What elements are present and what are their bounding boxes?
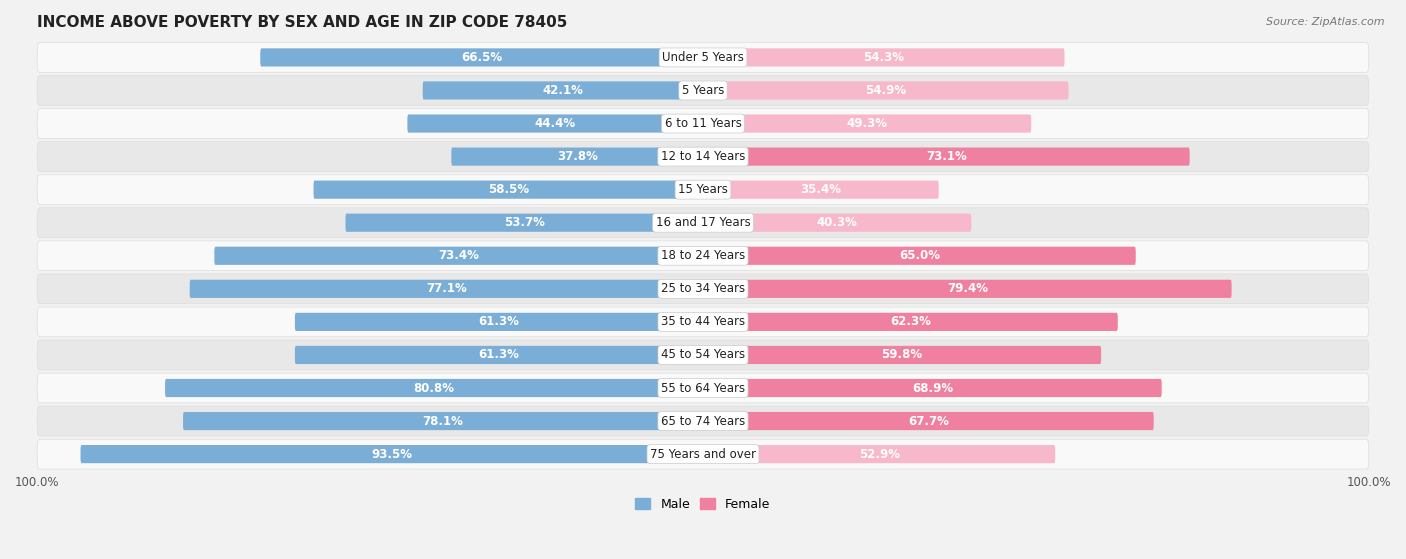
FancyBboxPatch shape — [703, 313, 1118, 331]
FancyBboxPatch shape — [346, 214, 703, 232]
Text: Under 5 Years: Under 5 Years — [662, 51, 744, 64]
FancyBboxPatch shape — [37, 175, 1369, 205]
Text: 77.1%: 77.1% — [426, 282, 467, 295]
FancyBboxPatch shape — [295, 346, 703, 364]
Legend: Male, Female: Male, Female — [630, 493, 776, 516]
Text: 44.4%: 44.4% — [534, 117, 576, 130]
Text: 73.1%: 73.1% — [927, 150, 967, 163]
FancyBboxPatch shape — [183, 412, 703, 430]
FancyBboxPatch shape — [37, 75, 1369, 105]
FancyBboxPatch shape — [37, 274, 1369, 304]
Text: 61.3%: 61.3% — [478, 315, 519, 328]
FancyBboxPatch shape — [703, 148, 1189, 165]
FancyBboxPatch shape — [703, 280, 1232, 298]
Text: Source: ZipAtlas.com: Source: ZipAtlas.com — [1267, 17, 1385, 27]
FancyBboxPatch shape — [80, 445, 703, 463]
Text: 12 to 14 Years: 12 to 14 Years — [661, 150, 745, 163]
FancyBboxPatch shape — [37, 142, 1369, 172]
Text: 65.0%: 65.0% — [898, 249, 939, 262]
FancyBboxPatch shape — [703, 247, 1136, 265]
FancyBboxPatch shape — [703, 82, 1069, 100]
FancyBboxPatch shape — [37, 340, 1369, 370]
Text: 80.8%: 80.8% — [413, 381, 454, 395]
Text: 54.3%: 54.3% — [863, 51, 904, 64]
FancyBboxPatch shape — [37, 406, 1369, 436]
Text: 93.5%: 93.5% — [371, 448, 412, 461]
FancyBboxPatch shape — [190, 280, 703, 298]
Text: 65 to 74 Years: 65 to 74 Years — [661, 415, 745, 428]
FancyBboxPatch shape — [260, 48, 703, 67]
FancyBboxPatch shape — [165, 379, 703, 397]
FancyBboxPatch shape — [703, 379, 1161, 397]
Text: 68.9%: 68.9% — [911, 381, 953, 395]
FancyBboxPatch shape — [703, 214, 972, 232]
Text: 55 to 64 Years: 55 to 64 Years — [661, 381, 745, 395]
Text: 40.3%: 40.3% — [817, 216, 858, 229]
Text: 25 to 34 Years: 25 to 34 Years — [661, 282, 745, 295]
Text: 79.4%: 79.4% — [946, 282, 988, 295]
Text: 54.9%: 54.9% — [865, 84, 907, 97]
FancyBboxPatch shape — [37, 307, 1369, 337]
FancyBboxPatch shape — [703, 346, 1101, 364]
Text: 78.1%: 78.1% — [423, 415, 464, 428]
Text: 35.4%: 35.4% — [800, 183, 841, 196]
Text: 58.5%: 58.5% — [488, 183, 529, 196]
FancyBboxPatch shape — [703, 181, 939, 199]
FancyBboxPatch shape — [37, 208, 1369, 238]
Text: 42.1%: 42.1% — [543, 84, 583, 97]
FancyBboxPatch shape — [703, 48, 1064, 67]
FancyBboxPatch shape — [37, 439, 1369, 469]
FancyBboxPatch shape — [451, 148, 703, 165]
Text: 62.3%: 62.3% — [890, 315, 931, 328]
Text: 61.3%: 61.3% — [478, 348, 519, 362]
FancyBboxPatch shape — [423, 82, 703, 100]
FancyBboxPatch shape — [37, 373, 1369, 403]
Text: 6 to 11 Years: 6 to 11 Years — [665, 117, 741, 130]
Text: 5 Years: 5 Years — [682, 84, 724, 97]
Text: INCOME ABOVE POVERTY BY SEX AND AGE IN ZIP CODE 78405: INCOME ABOVE POVERTY BY SEX AND AGE IN Z… — [37, 15, 568, 30]
FancyBboxPatch shape — [214, 247, 703, 265]
Text: 35 to 44 Years: 35 to 44 Years — [661, 315, 745, 328]
Text: 53.7%: 53.7% — [503, 216, 544, 229]
Text: 45 to 54 Years: 45 to 54 Years — [661, 348, 745, 362]
FancyBboxPatch shape — [703, 445, 1054, 463]
FancyBboxPatch shape — [37, 241, 1369, 271]
Text: 73.4%: 73.4% — [439, 249, 479, 262]
FancyBboxPatch shape — [703, 412, 1154, 430]
Text: 16 and 17 Years: 16 and 17 Years — [655, 216, 751, 229]
FancyBboxPatch shape — [703, 115, 1031, 132]
Text: 67.7%: 67.7% — [908, 415, 949, 428]
Text: 15 Years: 15 Years — [678, 183, 728, 196]
FancyBboxPatch shape — [408, 115, 703, 132]
FancyBboxPatch shape — [295, 313, 703, 331]
FancyBboxPatch shape — [314, 181, 703, 199]
FancyBboxPatch shape — [37, 108, 1369, 139]
Text: 66.5%: 66.5% — [461, 51, 502, 64]
Text: 18 to 24 Years: 18 to 24 Years — [661, 249, 745, 262]
FancyBboxPatch shape — [37, 42, 1369, 72]
Text: 75 Years and over: 75 Years and over — [650, 448, 756, 461]
Text: 37.8%: 37.8% — [557, 150, 598, 163]
Text: 49.3%: 49.3% — [846, 117, 887, 130]
Text: 59.8%: 59.8% — [882, 348, 922, 362]
Text: 52.9%: 52.9% — [859, 448, 900, 461]
